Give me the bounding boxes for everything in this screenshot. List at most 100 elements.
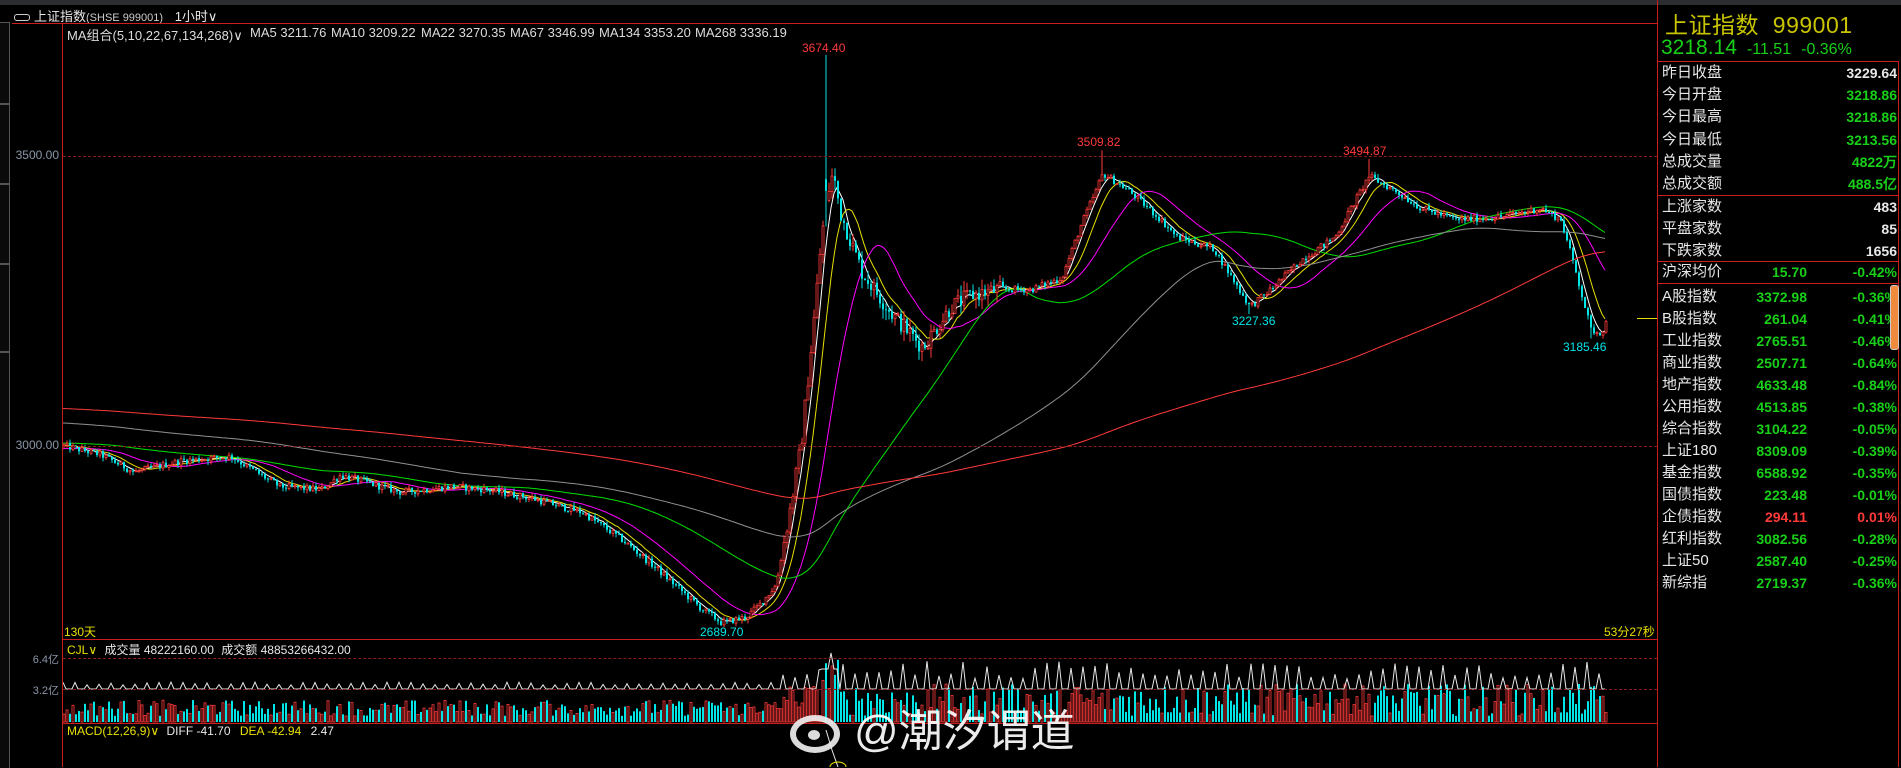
candle-up[interactable]: [536, 498, 540, 503]
candle-down[interactable]: [219, 457, 221, 461]
candle-up[interactable]: [437, 483, 441, 491]
candle-down[interactable]: [372, 481, 374, 487]
candle-up[interactable]: [1325, 237, 1329, 250]
candle-up[interactable]: [749, 607, 753, 619]
candle-up[interactable]: [1403, 193, 1407, 200]
candle-up[interactable]: [998, 275, 1002, 287]
candle-up[interactable]: [818, 248, 822, 284]
candle-down[interactable]: [1020, 286, 1022, 293]
candle-up[interactable]: [662, 569, 666, 577]
candle-up[interactable]: [461, 481, 465, 486]
candle-up[interactable]: [1340, 224, 1344, 235]
candle-down[interactable]: [1245, 293, 1247, 306]
candle-up[interactable]: [422, 486, 426, 495]
candle-up[interactable]: [1250, 301, 1254, 307]
candle-up[interactable]: [734, 616, 738, 627]
candle-up[interactable]: [98, 449, 102, 459]
candle-down[interactable]: [1188, 235, 1190, 246]
candle-down[interactable]: [1452, 213, 1454, 221]
candle-up[interactable]: [1067, 254, 1071, 269]
candle-down[interactable]: [1143, 195, 1145, 208]
candle-down[interactable]: [1395, 188, 1397, 194]
candle-down[interactable]: [1575, 259, 1577, 274]
candle-down[interactable]: [1434, 208, 1436, 215]
candle-up[interactable]: [467, 484, 471, 495]
candle-up[interactable]: [305, 483, 309, 494]
candle-down[interactable]: [561, 503, 563, 507]
candle-down[interactable]: [1476, 212, 1478, 226]
candle-down[interactable]: [1125, 184, 1127, 190]
candle-up[interactable]: [1199, 242, 1203, 249]
candle-up[interactable]: [767, 594, 771, 601]
candle-up[interactable]: [1508, 208, 1512, 219]
candle-down[interactable]: [879, 290, 881, 309]
candle-down[interactable]: [600, 521, 602, 526]
candle-down[interactable]: [858, 250, 860, 263]
candle-down[interactable]: [390, 481, 392, 494]
candle-up[interactable]: [293, 483, 297, 489]
candle-down[interactable]: [123, 461, 125, 472]
candle-up[interactable]: [941, 313, 945, 333]
candle-up[interactable]: [782, 535, 786, 567]
candle-up[interactable]: [188, 456, 192, 467]
candle-down[interactable]: [1566, 228, 1568, 242]
candle-up[interactable]: [1256, 297, 1260, 309]
candle-down[interactable]: [384, 481, 386, 490]
candle-up[interactable]: [773, 584, 777, 593]
candle-up[interactable]: [1331, 237, 1335, 242]
candle-down[interactable]: [216, 455, 218, 462]
candle-down[interactable]: [234, 458, 236, 464]
candle-up[interactable]: [1100, 150, 1104, 182]
candle-down[interactable]: [1587, 306, 1589, 320]
side-tab[interactable]: [0, 104, 10, 184]
candle-up[interactable]: [797, 444, 801, 475]
side-tab[interactable]: [0, 184, 10, 264]
candle-up[interactable]: [401, 490, 405, 496]
candle-down[interactable]: [969, 289, 971, 297]
candle-up[interactable]: [374, 480, 378, 488]
candle-up[interactable]: [386, 482, 390, 489]
candle-down[interactable]: [1023, 286, 1025, 296]
candle-down[interactable]: [540, 495, 542, 507]
candle-down[interactable]: [249, 461, 251, 470]
candle-up[interactable]: [80, 444, 84, 452]
candle-up[interactable]: [458, 484, 462, 490]
candle-down[interactable]: [84, 444, 86, 453]
candle-up[interactable]: [953, 297, 957, 315]
candle-up[interactable]: [212, 454, 216, 459]
candle-down[interactable]: [1233, 274, 1235, 285]
candle-up[interactable]: [1289, 265, 1293, 274]
candle-up[interactable]: [1088, 200, 1092, 210]
candle-down[interactable]: [1386, 182, 1388, 191]
candle-down[interactable]: [1263, 294, 1265, 299]
candle-up[interactable]: [1604, 319, 1608, 334]
candle-up[interactable]: [746, 616, 750, 624]
candle-down[interactable]: [573, 502, 575, 512]
candle-down[interactable]: [588, 512, 590, 522]
candle-up[interactable]: [1526, 208, 1530, 216]
candle-up[interactable]: [170, 460, 174, 467]
candle-down[interactable]: [303, 482, 305, 493]
candle-up[interactable]: [350, 474, 354, 481]
candle-up[interactable]: [338, 473, 342, 484]
candle-down[interactable]: [1455, 214, 1457, 221]
candle-down[interactable]: [261, 471, 263, 477]
candle-down[interactable]: [594, 513, 596, 524]
candle-up[interactable]: [1388, 185, 1392, 190]
candle-up[interactable]: [1034, 283, 1038, 293]
candle-down[interactable]: [225, 457, 227, 463]
candle-up[interactable]: [1313, 251, 1317, 257]
candle-up[interactable]: [161, 460, 165, 471]
candle-down[interactable]: [1545, 204, 1547, 214]
candle-down[interactable]: [993, 279, 995, 294]
candle-up[interactable]: [1091, 193, 1095, 205]
candle-up[interactable]: [1541, 206, 1545, 211]
candle-down[interactable]: [615, 530, 617, 538]
candle-down[interactable]: [1239, 284, 1241, 296]
candle-down[interactable]: [1524, 210, 1526, 216]
candle-down[interactable]: [1149, 205, 1151, 209]
candle-up[interactable]: [1472, 212, 1476, 224]
candle-down[interactable]: [159, 462, 161, 471]
candle-up[interactable]: [1181, 232, 1185, 241]
